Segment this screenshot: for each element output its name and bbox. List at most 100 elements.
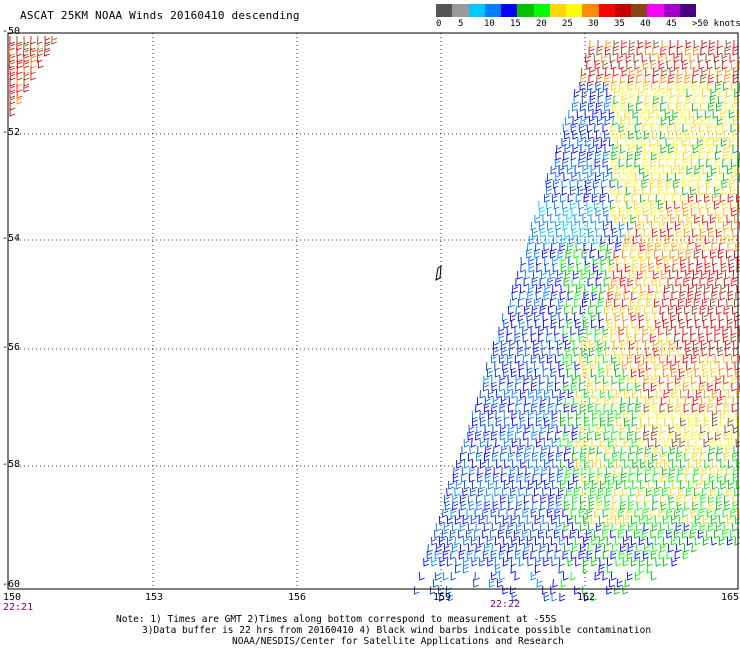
wind-barb (691, 382, 698, 392)
wind-barb (504, 459, 511, 469)
wind-barb (586, 333, 593, 343)
wind-barb (683, 207, 689, 217)
wind-barb (670, 298, 677, 308)
wind-barb (560, 284, 567, 294)
wind-barb (23, 35, 30, 45)
wind-barb (624, 256, 630, 266)
wind-barb (496, 459, 502, 469)
wind-barb (564, 270, 571, 280)
wind-barb (586, 431, 593, 441)
wind-barb (681, 137, 688, 147)
wind-barb (701, 487, 708, 497)
wind-barb (714, 354, 720, 364)
wind-barb (545, 333, 552, 343)
wind-barb (693, 446, 700, 455)
wind-barb (716, 452, 722, 462)
wind-barb (609, 53, 616, 63)
wind-barb (611, 305, 618, 315)
wind-barb (599, 193, 606, 203)
wind-barb (454, 516, 461, 525)
wind-barb (490, 551, 497, 560)
wind-barb (666, 333, 672, 343)
wind-barb (720, 263, 727, 273)
wind-barb (672, 235, 679, 245)
wind-barb (488, 578, 495, 588)
wind-barb (730, 81, 737, 91)
wind-barb (736, 263, 740, 273)
wind-barb (672, 256, 679, 266)
wind-barb (506, 529, 512, 539)
wind-barb (726, 312, 733, 322)
wind-barb (462, 487, 469, 497)
wind-barb (500, 473, 507, 483)
wind-barb (644, 95, 651, 105)
wind-barb (548, 396, 555, 406)
wind-barb (491, 382, 498, 392)
wind-barb (581, 466, 587, 476)
wind-barb (696, 459, 702, 469)
wind-barb (670, 88, 677, 98)
wind-barb (638, 165, 645, 175)
wind-barb (547, 277, 554, 287)
wind-barb (535, 291, 542, 301)
wind-barb (598, 291, 605, 301)
wind-barb (511, 438, 518, 448)
wind-barb (511, 291, 518, 301)
wind-barb (730, 431, 737, 441)
wind-barb (738, 123, 740, 133)
wind-barb (531, 375, 538, 385)
legend-tick-1: 5 (458, 19, 464, 29)
wind-barb (578, 158, 585, 168)
wind-barb (482, 550, 489, 560)
wind-barb (721, 179, 728, 189)
wind-barb (580, 116, 587, 126)
wind-barb (467, 494, 474, 504)
wind-barb (454, 564, 461, 574)
wind-barb (607, 319, 613, 329)
wind-barb (555, 151, 562, 161)
wind-barb (674, 158, 681, 168)
wind-barb (708, 473, 715, 483)
wind-barb (476, 501, 483, 511)
wind-barb (532, 494, 539, 504)
wind-barb (523, 278, 530, 287)
wind-barb (719, 389, 726, 399)
wind-barb (663, 410, 670, 420)
wind-barb (519, 410, 526, 420)
wind-barb (687, 242, 693, 252)
wind-barb (706, 60, 713, 70)
wind-barb (659, 151, 665, 161)
wind-barb (657, 137, 664, 147)
wind-barb (555, 144, 563, 154)
wind-barb (609, 179, 616, 189)
wind-barb (646, 298, 652, 308)
wind-barb (712, 284, 719, 294)
wind-barb (525, 466, 531, 476)
wind-barb (660, 347, 668, 357)
wind-barb (665, 137, 672, 147)
wind-barb (630, 298, 636, 308)
wind-barb (576, 109, 583, 119)
wind-barb (484, 396, 491, 406)
wind-barb (479, 459, 486, 469)
wind-barb (677, 466, 684, 476)
wind-barb (635, 522, 642, 532)
wind-barb (565, 249, 572, 259)
wind-barb (543, 438, 550, 448)
wind-barb (707, 207, 714, 217)
wind-barb (648, 284, 655, 294)
wind-barb (634, 550, 641, 560)
wind-barb (579, 522, 586, 532)
wind-barb (544, 284, 551, 294)
wind-barb (559, 480, 566, 490)
wind-barb (455, 557, 462, 567)
wind-barb (570, 508, 577, 518)
wind-barb (654, 536, 661, 546)
wind-barb (579, 102, 586, 112)
wind-barb (688, 235, 695, 245)
wind-barb (649, 53, 656, 63)
wind-barb (604, 144, 611, 154)
wind-barb (684, 130, 691, 140)
wind-barb (523, 543, 530, 553)
wind-barb (591, 592, 597, 602)
